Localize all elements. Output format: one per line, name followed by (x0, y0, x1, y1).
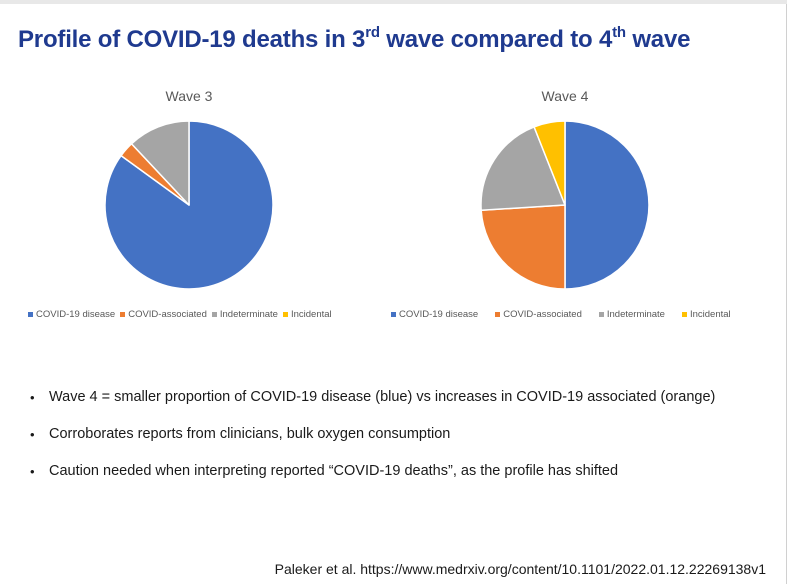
pie-title-wave-3: Wave 3 (165, 88, 213, 104)
pie-slice-incidental (533, 120, 566, 206)
legend-item-covid-19-disease: COVID-19 disease (28, 309, 115, 320)
legend-label: COVID-19 disease (36, 309, 116, 320)
legend-item-covid-19-disease: COVID-19 disease (391, 309, 478, 320)
legend-label: Indeterminate (219, 309, 278, 320)
citation: Paleker et al. https://www.medrxiv.org/c… (274, 561, 766, 577)
legend-label: Incidental (689, 309, 731, 320)
legend-item-incidental: Incidental (282, 309, 332, 320)
legend-swatch (120, 312, 126, 317)
pie-title-wave-4: Wave 4 (541, 88, 589, 104)
legend-item-covid-associated: COVID-associated (120, 309, 207, 320)
bullet-list: Wave 4 = smaller proportion of COVID-19 … (30, 384, 750, 485)
legend-wave-4: COVID-19 disease COVID-associated Indeterm… (391, 309, 748, 320)
pie-chart-wave-4 (480, 120, 650, 290)
legend-swatch (495, 312, 501, 317)
bullet-item: Wave 4 = smaller proportion of COVID-19 … (30, 384, 750, 411)
pie-slice-indeterminate (130, 120, 190, 206)
title-end: wave (625, 26, 691, 53)
legend-wave-3: COVID-19 disease COVID-associated Indeterm… (28, 309, 337, 320)
legend-label: COVID-associated (128, 309, 207, 320)
legend-swatch (282, 312, 288, 317)
legend-swatch (28, 312, 33, 317)
top-shade (0, 0, 787, 4)
legend-item-indeterminate: Indeterminate (211, 309, 278, 320)
pie-slice-indeterminate (480, 126, 566, 212)
pie-chart-wave-3 (104, 120, 274, 290)
legend-item-indeterminate: Indeterminate (598, 309, 665, 320)
legend-label: Indeterminate (606, 309, 665, 320)
legend-swatch (391, 312, 396, 317)
legend-swatch (211, 312, 217, 317)
title-superscript-th: th (612, 24, 626, 41)
title-main: Profile of COVID-19 deaths in 3 (18, 26, 366, 53)
legend-swatch (681, 312, 687, 317)
legend-label: Incidental (290, 309, 332, 320)
legend-label: COVID-19 disease (399, 309, 479, 320)
legend-item-covid-associated: COVID-associated (495, 309, 582, 320)
pie-slice-covid-associated (480, 204, 566, 290)
bullet-item: Corroborates reports from clinicians, bu… (30, 421, 750, 448)
legend-item-incidental: Incidental (681, 309, 731, 320)
bullet-item: Caution needed when interpreting reporte… (30, 458, 750, 485)
slide-title: Profile of COVID-19 deaths in 3rd wave c… (18, 24, 691, 54)
legend-label: COVID-associated (503, 309, 582, 320)
title-superscript-rd: rd (365, 24, 380, 41)
legend-swatch (598, 312, 604, 317)
pie-slice-covid-19-disease (564, 120, 650, 290)
title-middle: wave compared to 4 (379, 26, 613, 53)
